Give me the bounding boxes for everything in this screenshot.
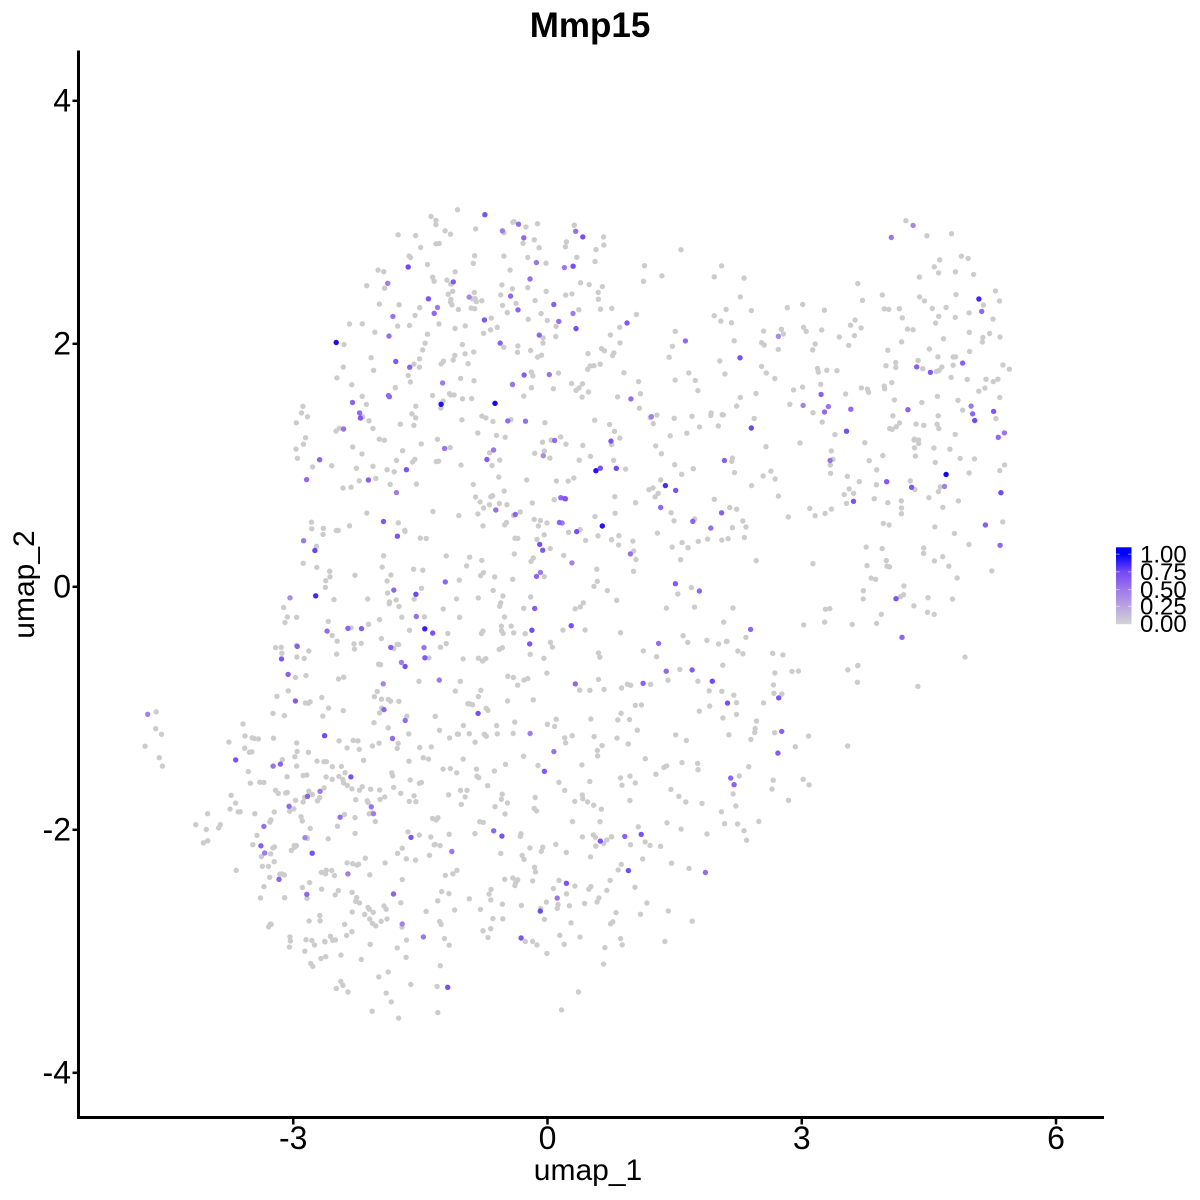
svg-text:0: 0 <box>539 1120 557 1156</box>
svg-text:0.75: 0.75 <box>1140 559 1187 586</box>
svg-text:-4: -4 <box>43 1055 71 1091</box>
svg-text:0.50: 0.50 <box>1140 577 1187 604</box>
svg-text:3: 3 <box>793 1120 811 1156</box>
svg-text:Mmp15: Mmp15 <box>530 6 651 45</box>
svg-text:-3: -3 <box>279 1120 307 1156</box>
svg-text:4: 4 <box>53 83 71 119</box>
svg-text:-2: -2 <box>43 812 71 848</box>
svg-text:umap_1: umap_1 <box>534 1154 642 1187</box>
svg-text:umap_2: umap_2 <box>8 530 41 638</box>
svg-text:1.00: 1.00 <box>1140 541 1187 568</box>
svg-text:0: 0 <box>53 569 71 605</box>
svg-text:6: 6 <box>1047 1120 1065 1156</box>
svg-text:0.00: 0.00 <box>1140 611 1187 638</box>
svg-text:2: 2 <box>53 326 71 362</box>
svg-text:0.25: 0.25 <box>1140 594 1187 621</box>
